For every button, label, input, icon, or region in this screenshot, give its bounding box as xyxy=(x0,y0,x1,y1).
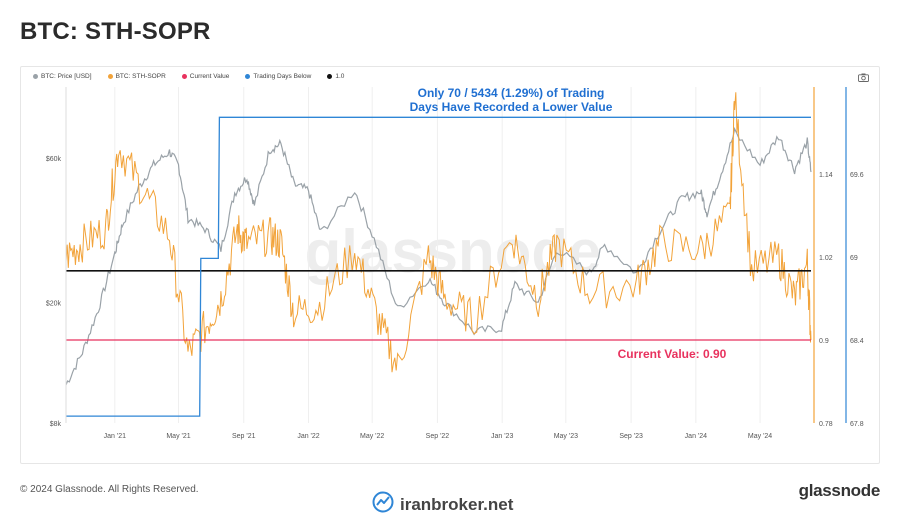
y-days-tick-label: 68.4 xyxy=(850,338,864,345)
y-sopr-tick-label: 0.78 xyxy=(819,421,833,428)
x-tick-label: May '23 xyxy=(554,433,578,440)
y-left-tick-label: $20k xyxy=(46,301,62,308)
series-line-sopr xyxy=(65,92,812,373)
legend-dot-price xyxy=(33,74,38,79)
x-tick-label: Jan '24 xyxy=(685,433,707,440)
y-left-tick-label: $8k xyxy=(50,421,62,428)
legend-dot-current-value xyxy=(181,74,187,79)
y-days-tick-label: 69.6 xyxy=(850,172,864,179)
annotation-current-value: Current Value: 0.90 xyxy=(618,347,727,361)
x-tick-label: Jan '22 xyxy=(297,433,319,440)
annotation-top-line1: Only 70 / 5434 (1.29%) of Trading xyxy=(418,86,605,100)
chart-plot: glassnode Jan '21 May '21 Sep '21 Jan '22 Ma… xyxy=(46,86,864,440)
broker-chart-icon xyxy=(372,491,394,518)
series-line-price xyxy=(65,126,812,386)
y-sopr-tick-label: 0.9 xyxy=(819,338,829,345)
grid-layer xyxy=(114,87,761,423)
x-tick-label: Jan '23 xyxy=(491,433,513,440)
x-tick-label: Sep '23 xyxy=(619,433,643,440)
legend-item-price[interactable]: BTC: Price [USD] xyxy=(33,73,92,80)
x-tick-label: May '22 xyxy=(360,433,384,440)
annotation-top-line2: Days Have Recorded a Lower Value xyxy=(410,100,613,114)
series-layer xyxy=(65,92,812,386)
legend-dot-trading-days xyxy=(245,74,251,79)
legend-label-price: BTC: Price [USD] xyxy=(41,73,92,80)
camera-icon[interactable] xyxy=(858,73,869,85)
legend-dot-sopr xyxy=(107,74,113,79)
y-sopr-tick-label: 1.02 xyxy=(819,255,833,262)
page-title: BTC: STH-SOPR xyxy=(20,18,211,45)
y-sopr-tick-label: 1.14 xyxy=(819,172,833,179)
x-tick-label: Sep '21 xyxy=(232,433,256,440)
series-line-trading-days xyxy=(66,116,811,417)
x-tick-label: Jan '21 xyxy=(104,433,126,440)
overlay-layer xyxy=(66,116,811,417)
axis-layer: Jan '21 May '21 Sep '21 Jan '22 May '22 Sep '… xyxy=(46,87,864,440)
chart-frame: BTC: Price [USD] BTC: STH-SOPR Current V… xyxy=(20,66,880,464)
brand-logo: glassnode xyxy=(798,481,881,500)
copyright: © 2024 Glassnode. All Rights Reserved. xyxy=(20,484,199,495)
legend-label-trading-days: Trading Days Below xyxy=(253,73,312,80)
legend-item-sopr[interactable]: BTC: STH-SOPR xyxy=(107,73,166,80)
y-days-tick-label: 69 xyxy=(850,255,858,262)
legend-item-one[interactable]: 1.0 xyxy=(327,73,344,80)
x-tick-label: May '24 xyxy=(748,433,772,440)
y-left-tick-label: $60k xyxy=(46,156,62,163)
legend-dot-one xyxy=(327,74,333,79)
legend-item-trading-days[interactable]: Trading Days Below xyxy=(245,73,311,80)
x-tick-label: May '21 xyxy=(166,433,190,440)
legend-label-one: 1.0 xyxy=(335,73,345,80)
legend-item-current-value[interactable]: Current Value xyxy=(181,73,230,80)
legend-label-sopr: BTC: STH-SOPR xyxy=(115,73,166,80)
broker-name: iranbroker.net xyxy=(400,494,514,514)
broker-logo[interactable]: iranbroker.net xyxy=(372,491,513,518)
legend-label-current-value: Current Value xyxy=(189,73,230,80)
x-tick-label: Sep '22 xyxy=(426,433,450,440)
legend: BTC: Price [USD] BTC: STH-SOPR Current V… xyxy=(33,73,344,80)
y-days-tick-label: 67.8 xyxy=(850,421,864,428)
